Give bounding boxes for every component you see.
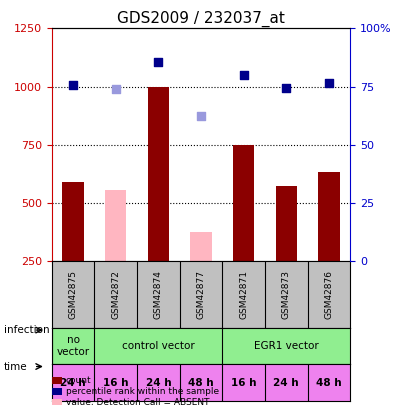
Point <box>326 80 332 86</box>
Text: count: count <box>66 376 91 385</box>
Point <box>155 59 162 65</box>
Text: infection: infection <box>4 325 50 335</box>
Text: GSM42876: GSM42876 <box>324 270 334 319</box>
Text: GSM42875: GSM42875 <box>68 270 78 319</box>
Point <box>283 85 289 91</box>
Text: value, Detection Call = ABSENT: value, Detection Call = ABSENT <box>66 399 209 405</box>
Text: 24 h: 24 h <box>60 377 86 388</box>
Bar <box>190 232 212 261</box>
Text: control vector: control vector <box>122 341 195 351</box>
Bar <box>105 190 127 261</box>
Text: 48 h: 48 h <box>188 377 214 388</box>
Text: GSM42872: GSM42872 <box>111 270 120 319</box>
Bar <box>275 185 297 261</box>
Point <box>113 85 119 92</box>
Text: GSM42871: GSM42871 <box>239 270 248 319</box>
Text: 16 h: 16 h <box>231 377 256 388</box>
Text: GSM42874: GSM42874 <box>154 270 163 319</box>
Text: GSM42877: GSM42877 <box>197 270 205 319</box>
Text: time: time <box>4 362 27 371</box>
Text: percentile rank within the sample: percentile rank within the sample <box>66 387 219 396</box>
Bar <box>233 145 254 261</box>
Title: GDS2009 / 232037_at: GDS2009 / 232037_at <box>117 11 285 27</box>
Point <box>240 72 247 78</box>
Bar <box>148 87 169 261</box>
Text: 24 h: 24 h <box>273 377 299 388</box>
Bar <box>62 182 84 261</box>
Text: no
vector: no vector <box>57 335 90 357</box>
Point <box>198 113 204 119</box>
Text: 48 h: 48 h <box>316 377 342 388</box>
Point <box>70 82 76 89</box>
Text: 24 h: 24 h <box>146 377 171 388</box>
Text: 16 h: 16 h <box>103 377 129 388</box>
Text: EGR1 vector: EGR1 vector <box>254 341 319 351</box>
Bar <box>318 172 339 261</box>
Text: GSM42873: GSM42873 <box>282 270 291 319</box>
